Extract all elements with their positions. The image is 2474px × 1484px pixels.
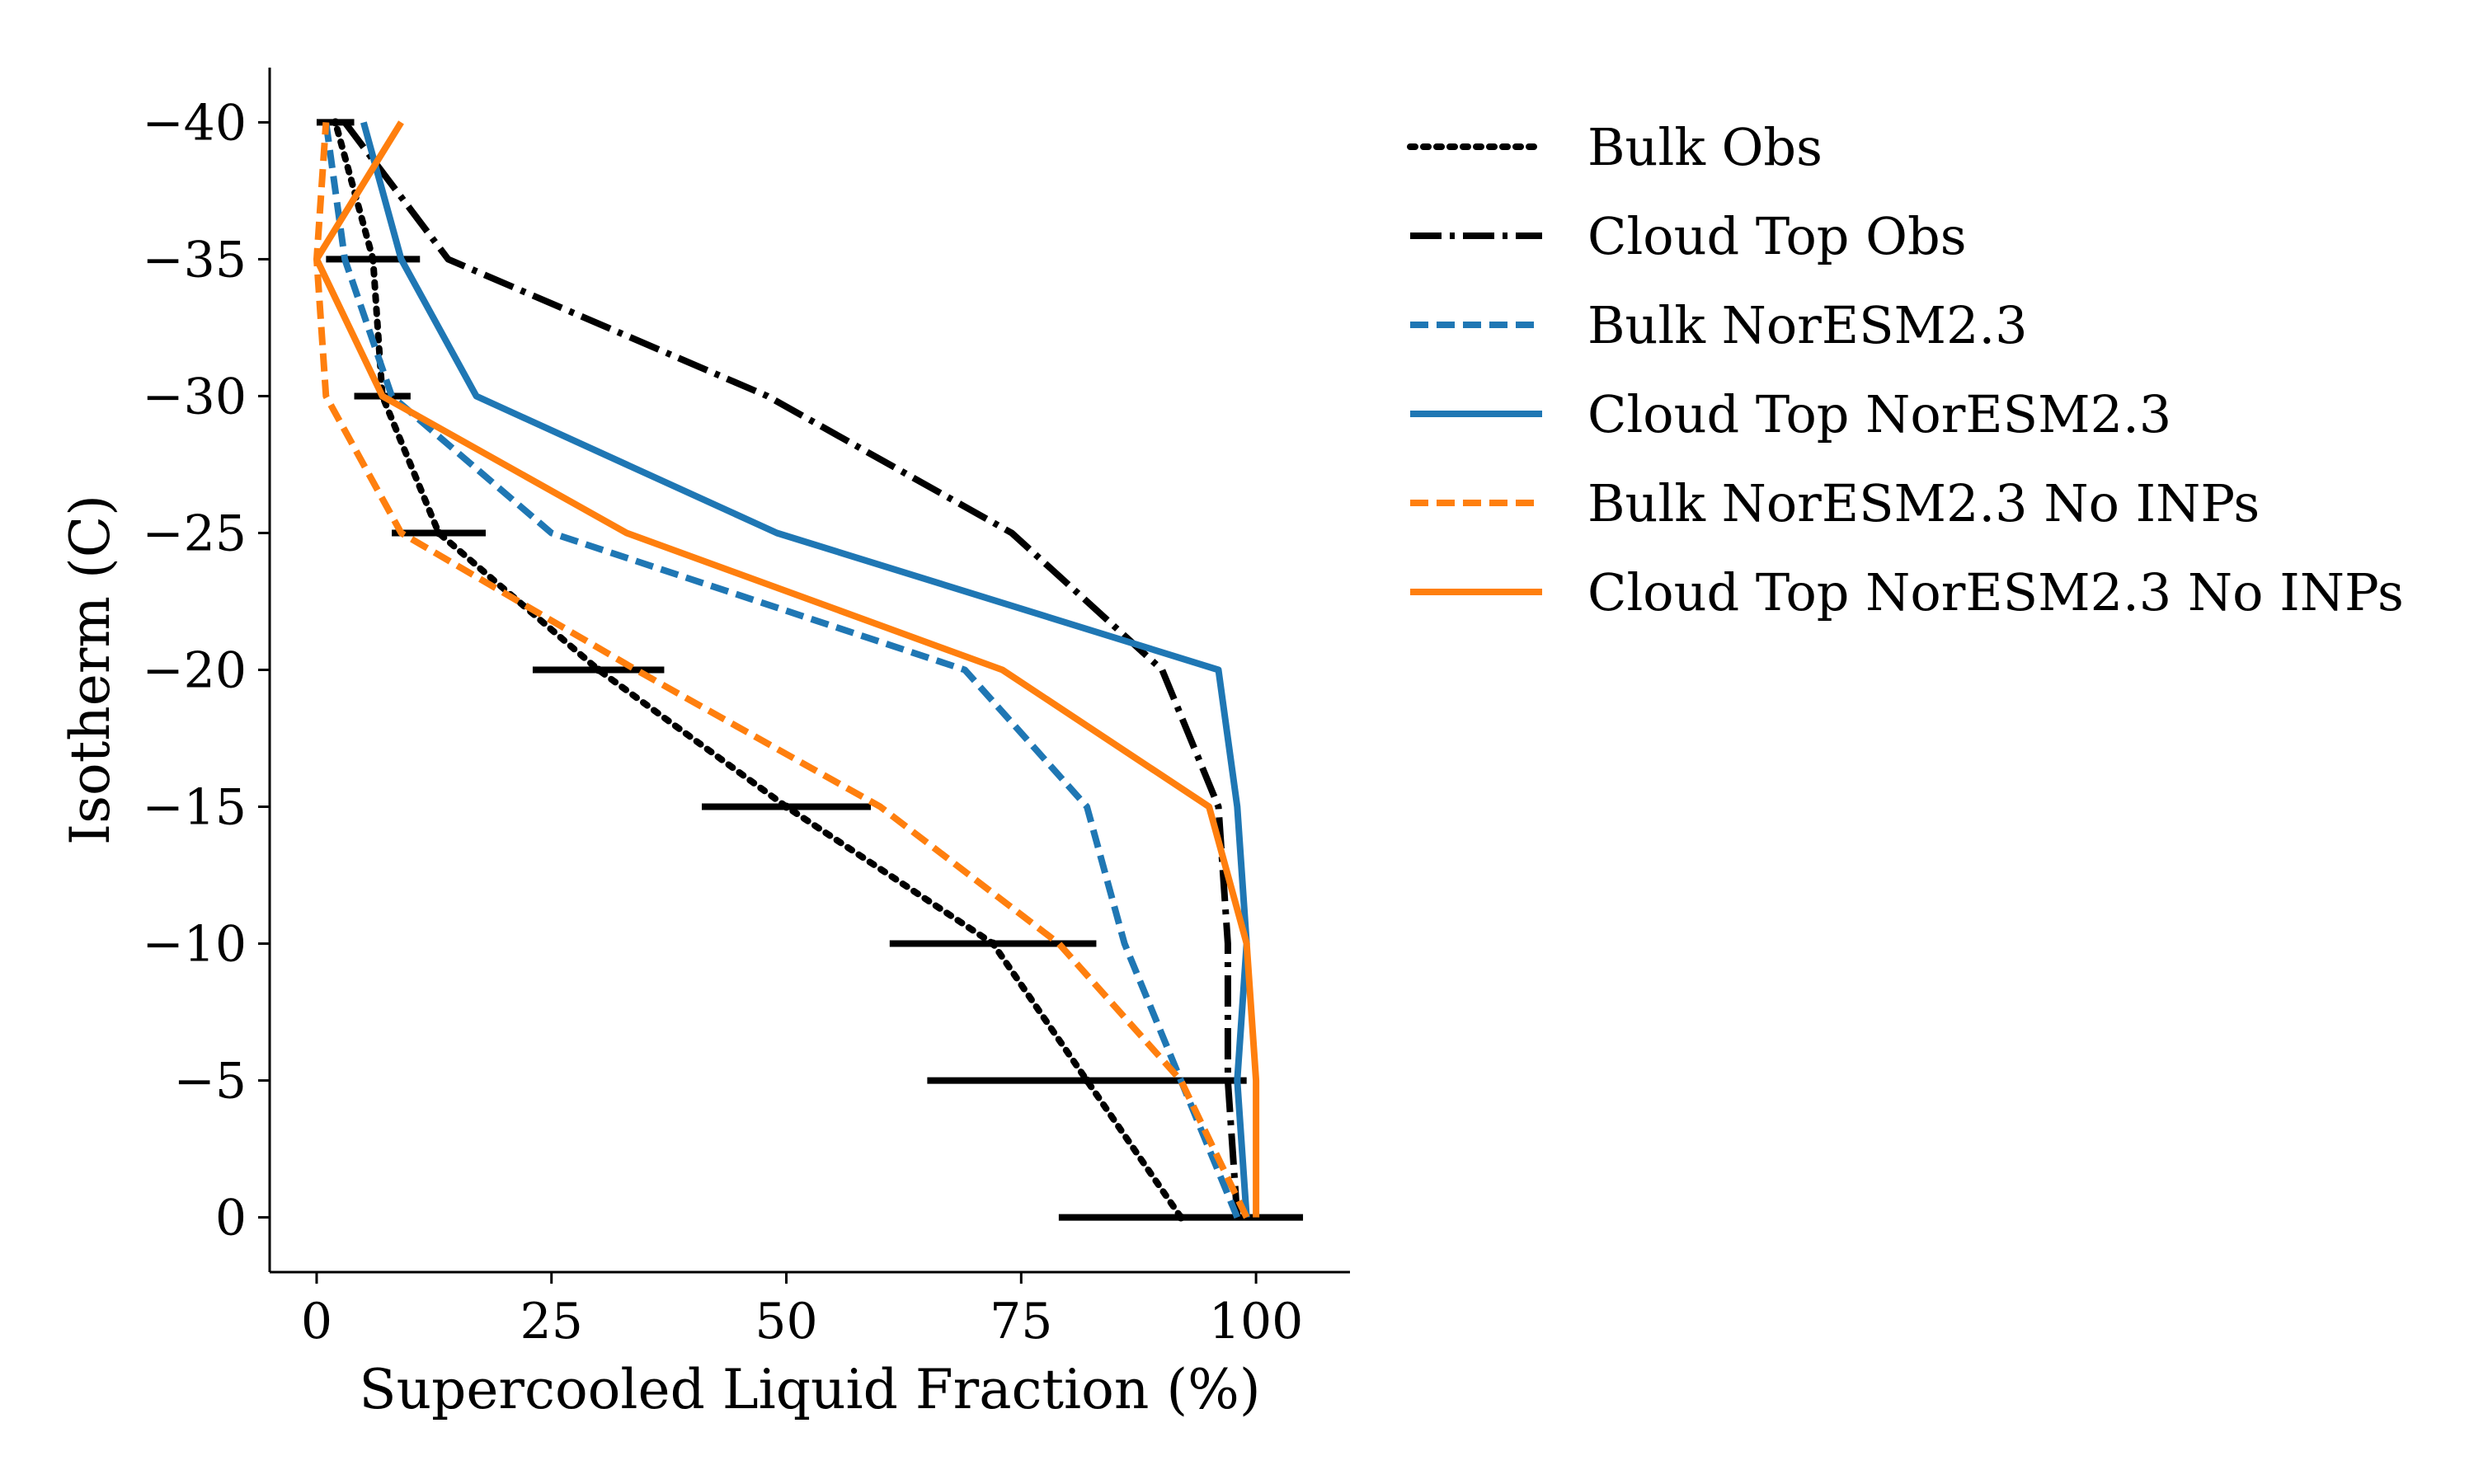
series-line — [313, 122, 1250, 1219]
x-tick-label: 100 — [1209, 1293, 1304, 1350]
series-line — [360, 121, 1250, 1218]
data-point — [1176, 1213, 1185, 1222]
y-tick-label: −15 — [142, 779, 247, 837]
y-axis-label: Isotherm (C) — [59, 495, 122, 845]
x-tick-label: 75 — [990, 1293, 1052, 1350]
data-point — [435, 528, 444, 538]
y-tick-label: −30 — [142, 368, 247, 425]
data-point — [331, 118, 340, 127]
legend-label: Bulk NorESM2.3 — [1587, 295, 2028, 355]
series-line — [322, 121, 1240, 1219]
legend-item: Cloud Top Obs — [1410, 206, 1967, 266]
data-point — [782, 802, 791, 811]
y-tick-label: −35 — [142, 231, 247, 289]
data-point — [989, 939, 998, 948]
axes: 0 25 50 75 100 −40 −35 −30 −25 −20 −15 −10 −5 0 — [142, 68, 1350, 1350]
legend-item: Bulk NorESM2.3 No INPs — [1410, 473, 2260, 533]
y-tick-label: −25 — [142, 505, 247, 562]
x-ticks: 0 25 50 75 100 — [301, 1272, 1303, 1350]
legend-label: Bulk NorESM2.3 No INPs — [1587, 473, 2260, 533]
y-tick-label: −10 — [142, 916, 247, 974]
data-point — [369, 255, 378, 264]
legend-item: Cloud Top NorESM2.3 No INPs — [1410, 562, 2404, 622]
legend-item: Bulk NorESM2.3 — [1410, 295, 2028, 355]
legend-label: Cloud Top NorESM2.3 — [1587, 384, 2171, 444]
y-tick-label: −40 — [142, 94, 247, 152]
legend-label: Cloud Top NorESM2.3 No INPs — [1587, 562, 2404, 622]
y-tick-label: −5 — [174, 1053, 247, 1111]
legend-label: Cloud Top Obs — [1587, 206, 1967, 266]
series-lines — [313, 118, 1260, 1222]
series-line — [313, 120, 1260, 1218]
data-point — [1083, 1076, 1092, 1085]
series-line — [341, 120, 1241, 1218]
x-tick-label: 25 — [520, 1293, 583, 1350]
y-ticks: −40 −35 −30 −25 −20 −15 −10 −5 0 — [142, 94, 270, 1247]
y-tick-label: 0 — [215, 1190, 247, 1247]
x-tick-label: 0 — [301, 1293, 332, 1350]
series-line — [332, 119, 1184, 1221]
x-tick-label: 50 — [755, 1293, 817, 1350]
data-point — [594, 665, 603, 674]
legend-label: Bulk Obs — [1587, 117, 1823, 177]
legend-item: Cloud Top NorESM2.3 — [1410, 384, 2171, 444]
x-axis-label: Supercooled Liquid Fraction (%) — [359, 1358, 1260, 1421]
y-tick-label: −20 — [142, 642, 247, 700]
legend: Bulk Obs Cloud Top Obs Bulk NorESM2.3 Cloud… — [1407, 117, 2404, 622]
legend-item: Bulk Obs — [1407, 117, 1823, 177]
